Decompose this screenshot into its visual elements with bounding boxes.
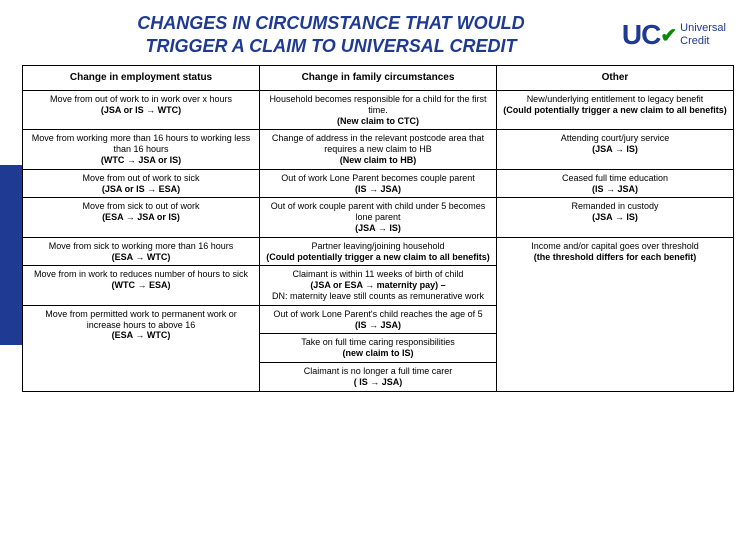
cell-bold: (New claim to HB)	[340, 155, 417, 165]
cell-text: DN: maternity leave still counts as remu…	[272, 291, 484, 301]
side-accent-bar	[0, 165, 22, 345]
table-row: Move from out of work to in work over x …	[23, 91, 734, 130]
logo-uc-text: UC	[622, 19, 660, 50]
changes-table: Change in employment status Change in fa…	[22, 65, 734, 392]
cell-text: Move from sick to working more than 16 h…	[49, 241, 234, 251]
cell-text: Income and/or capital goes over threshol…	[531, 241, 699, 251]
table-header-row: Change in employment status Change in fa…	[23, 66, 734, 91]
cell-bold: (ESA → WTC)	[112, 330, 171, 340]
page-title: CHANGES IN CIRCUMSTANCE THAT WOULD TRIGG…	[60, 12, 622, 57]
cell-text: Take on full time caring responsibilitie…	[301, 337, 455, 347]
logo-uc-mark: UC✔	[622, 19, 676, 51]
cell-bold: (IS → JSA)	[592, 184, 638, 194]
title-line-1: CHANGES IN CIRCUMSTANCE THAT WOULD	[137, 13, 524, 33]
cell-bold: (new claim to IS)	[342, 348, 413, 358]
check-icon: ✔	[660, 25, 676, 47]
cell-other: Income and/or capital goes over threshol…	[497, 237, 734, 391]
cell-text: Claimant is no longer a full time carer	[304, 366, 453, 376]
cell-text: Move from in work to reduces number of h…	[34, 269, 248, 279]
cell-text: Out of work couple parent with child und…	[271, 201, 486, 222]
cell-family: Out of work Lone Parent becomes couple p…	[260, 169, 497, 198]
cell-bold: (JSA → IS)	[355, 223, 401, 233]
cell-text: Move from sick to out of work	[82, 201, 199, 211]
cell-text: Claimant is within 11 weeks of birth of …	[293, 269, 464, 279]
cell-text: Partner leaving/joining household	[311, 241, 444, 251]
cell-other: Attending court/jury service(JSA → IS)	[497, 130, 734, 169]
cell-family: Household becomes responsible for a chil…	[260, 91, 497, 130]
table-row: Move from sick to working more than 16 h…	[23, 237, 734, 266]
cell-employment: Move from out of work to sick(JSA or IS …	[23, 169, 260, 198]
cell-employment: Move from out of work to in work over x …	[23, 91, 260, 130]
col-header-family: Change in family circumstances	[260, 66, 497, 91]
header: CHANGES IN CIRCUMSTANCE THAT WOULD TRIGG…	[0, 0, 756, 65]
cell-other: Remanded in custody(JSA → IS)	[497, 198, 734, 237]
cell-bold: (ESA → JSA or IS)	[102, 212, 180, 222]
cell-bold: ( IS → JSA)	[354, 377, 403, 387]
cell-bold: (the threshold differs for each benefit)	[534, 252, 697, 262]
cell-family: Change of address in the relevant postco…	[260, 130, 497, 169]
cell-family: Claimant is no longer a full time carer(…	[260, 362, 497, 391]
cell-text: Attending court/jury service	[561, 133, 670, 143]
cell-text: Household becomes responsible for a chil…	[269, 94, 486, 115]
cell-bold: (IS → JSA)	[355, 184, 401, 194]
cell-family: Claimant is within 11 weeks of birth of …	[260, 266, 497, 305]
logo-word-1: Universal	[680, 22, 726, 34]
cell-bold: (JSA or IS → ESA)	[102, 184, 180, 194]
cell-text: Move from working more than 16 hours to …	[32, 133, 251, 154]
cell-family: Partner leaving/joining household(Could …	[260, 237, 497, 266]
cell-bold: (JSA → IS)	[592, 144, 638, 154]
cell-text: New/underlying entitlement to legacy ben…	[527, 94, 704, 104]
cell-other: Ceased full time education(IS → JSA)	[497, 169, 734, 198]
cell-text: Change of address in the relevant postco…	[272, 133, 484, 154]
cell-text: Out of work Lone Parent becomes couple p…	[281, 173, 475, 183]
cell-bold: (WTC → ESA)	[112, 280, 171, 290]
title-line-2: TRIGGER A CLAIM TO UNIVERSAL CREDIT	[145, 36, 516, 56]
cell-text: Ceased full time education	[562, 173, 668, 183]
cell-employment: Move from sick to working more than 16 h…	[23, 237, 260, 266]
cell-text: Out of work Lone Parent's child reaches …	[273, 309, 482, 319]
logo-wordmark: Universal Credit	[680, 22, 726, 46]
cell-employment: Move from working more than 16 hours to …	[23, 130, 260, 169]
col-header-employment: Change in employment status	[23, 66, 260, 91]
cell-bold: (Could potentially trigger a new claim t…	[503, 105, 727, 115]
cell-employment: Move from permitted work to permanent wo…	[23, 305, 260, 391]
cell-bold: (IS → JSA)	[355, 320, 401, 330]
cell-bold: (Could potentially trigger a new claim t…	[266, 252, 490, 262]
cell-family: Out of work Lone Parent's child reaches …	[260, 305, 497, 334]
logo-word-2: Credit	[680, 35, 726, 47]
cell-bold: (WTC → JSA or IS)	[101, 155, 181, 165]
col-header-other: Other	[497, 66, 734, 91]
cell-employment: Move from sick to out of work(ESA → JSA …	[23, 198, 260, 237]
cell-employment: Move from in work to reduces number of h…	[23, 266, 260, 305]
cell-family: Out of work couple parent with child und…	[260, 198, 497, 237]
cell-bold: (JSA or IS → WTC)	[101, 105, 181, 115]
cell-text: Remanded in custody	[571, 201, 658, 211]
cell-text: Move from out of work to sick	[82, 173, 199, 183]
cell-bold: (JSA or ESA → maternity pay) –	[310, 280, 445, 290]
cell-text: Move from out of work to in work over x …	[50, 94, 232, 104]
uc-logo: UC✔ Universal Credit	[622, 19, 726, 51]
cell-other: New/underlying entitlement to legacy ben…	[497, 91, 734, 130]
cell-family: Take on full time caring responsibilitie…	[260, 334, 497, 363]
table-row: Move from working more than 16 hours to …	[23, 130, 734, 169]
table-row: Move from out of work to sick(JSA or IS …	[23, 169, 734, 198]
cell-bold: (JSA → IS)	[592, 212, 638, 222]
cell-bold: (ESA → WTC)	[112, 252, 171, 262]
cell-text: Move from permitted work to permanent wo…	[45, 309, 237, 330]
cell-bold: (New claim to CTC)	[337, 116, 419, 126]
table-row: Move from sick to out of work(ESA → JSA …	[23, 198, 734, 237]
